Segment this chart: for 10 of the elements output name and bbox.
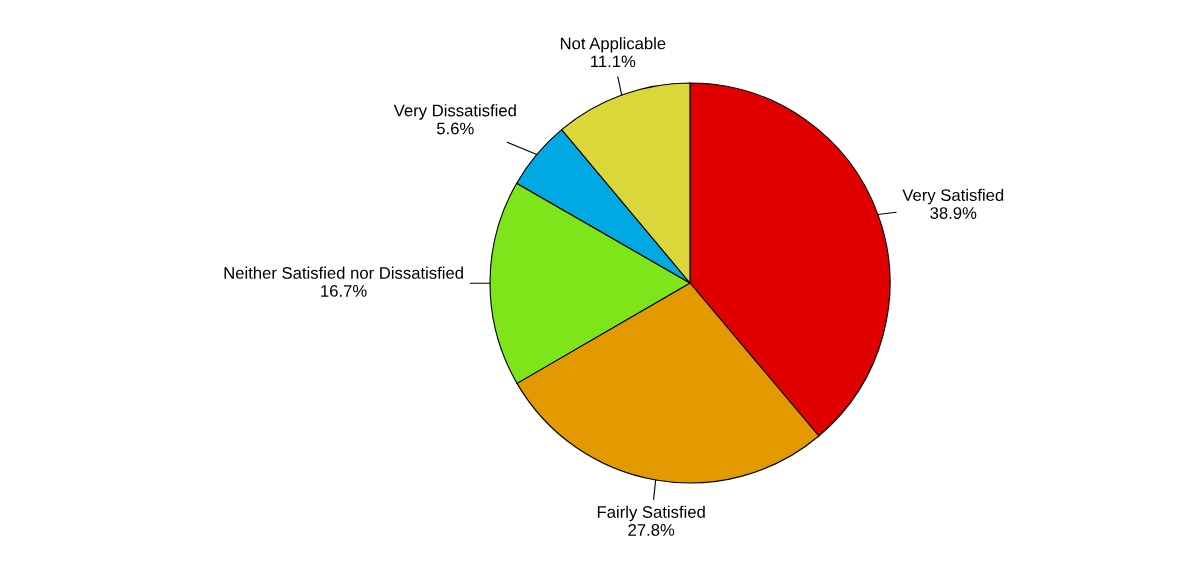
slice-label: Fairly Satisfied — [597, 505, 705, 522]
slice-label: Not Applicable — [560, 37, 666, 53]
data-label: 5.6% — [436, 122, 474, 135]
slice-label: Very Dissatisfied — [393, 104, 516, 120]
data-label: 38.9% — [930, 207, 977, 219]
data-label: 27.8% — [628, 524, 675, 536]
data-label: 16.7% — [321, 285, 367, 297]
slice-label: Neither Satisfied nor Dissatisfied — [224, 266, 463, 279]
data-label: 11.1% — [591, 55, 636, 68]
slice-label: Very Satisfied — [902, 188, 1004, 205]
